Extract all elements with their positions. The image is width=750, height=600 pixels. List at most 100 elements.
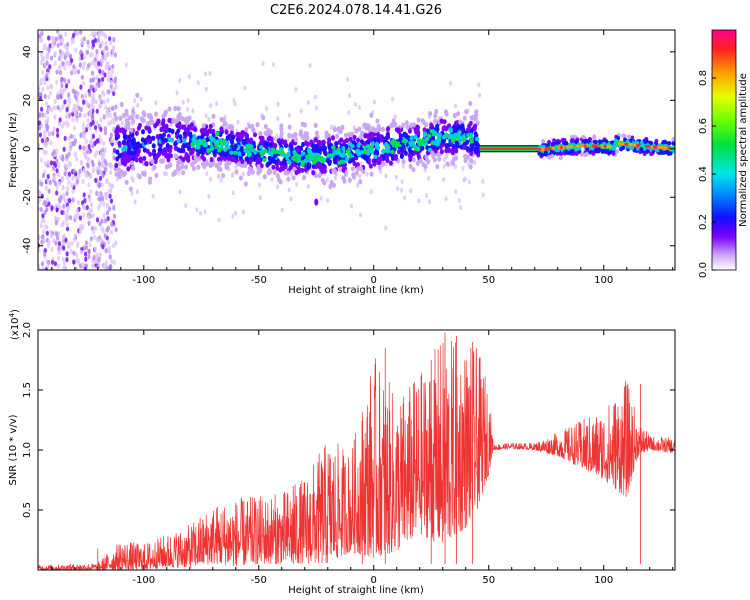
spectrogram-point: [106, 76, 111, 83]
spectrogram-point: [465, 139, 470, 145]
spectrogram-point: [114, 227, 118, 233]
spectrogram-point: [458, 119, 463, 125]
spectrogram-point: [217, 160, 222, 166]
spectrogram-point: [42, 229, 46, 235]
spectrogram-core-point: [410, 141, 416, 147]
spectrogram-point: [59, 88, 64, 94]
spectrogram-point: [90, 159, 95, 165]
spectrogram-point: [44, 267, 48, 270]
spectrogram-point: [96, 169, 100, 175]
spectrogram-point: [52, 165, 56, 171]
spectrogram-point: [349, 203, 353, 209]
snr-xlabel: Height of straight line (km): [288, 585, 424, 596]
spectrogram-point: [172, 170, 177, 177]
spectrogram-point: [67, 61, 71, 67]
colorbar-tick-label: 0.6: [698, 118, 709, 134]
spectrogram-point: [234, 154, 239, 160]
spectrogram-point: [55, 184, 59, 190]
spectrogram-point: [355, 166, 360, 172]
spectrogram-point: [70, 240, 74, 246]
spectrogram-point: [81, 262, 85, 268]
spectrogram-point: [108, 106, 112, 112]
spectrogram-point: [125, 158, 130, 164]
spectrogram-point: [293, 137, 298, 143]
spectrogram-point: [95, 138, 99, 144]
spectrogram-point: [60, 222, 64, 228]
spectrogram-point: [97, 82, 101, 88]
spectrogram-point: [95, 74, 99, 80]
spectrogram-point: [83, 113, 87, 119]
spectrogram-point: [68, 198, 72, 204]
spectrogram-core-point: [262, 157, 267, 163]
spectrogram-point: [585, 146, 590, 152]
spectrogram-point: [118, 115, 123, 121]
spectrogram-point: [468, 164, 473, 170]
spectrogram-point: [240, 151, 245, 157]
spectrogram-point: [181, 156, 186, 163]
spectrogram-point: [64, 83, 69, 89]
spectrogram-point: [75, 208, 79, 214]
spectrogram-point: [50, 205, 54, 211]
spectrogram-point: [108, 254, 112, 260]
spectrogram-point: [243, 85, 247, 91]
spectrogram-point: [592, 135, 597, 141]
spectrogram-core-point: [381, 149, 386, 154]
spectrogram-point: [52, 174, 56, 181]
spectrogram-point: [366, 139, 371, 146]
spectrogram-point: [139, 116, 144, 122]
spectrogram-point: [258, 130, 263, 137]
spectrogram-point: [385, 126, 390, 132]
spectrogram-point: [59, 194, 63, 200]
spectrogram-point: [463, 176, 467, 182]
spectrogram-point: [130, 114, 135, 120]
spectrogram-point: [286, 176, 291, 182]
spectrogram-point: [280, 207, 284, 213]
spectrogram-point: [210, 161, 215, 168]
spectrogram-point: [630, 135, 635, 140]
spectrogram-point: [454, 164, 458, 170]
spectrogram-point: [90, 70, 95, 76]
spectrogram-point: [147, 138, 152, 144]
spectrogram-point: [106, 51, 110, 57]
spectrogram-point: [621, 133, 626, 138]
spectrogram-point: [230, 173, 234, 178]
spectrogram-point: [593, 139, 598, 145]
spectrogram-point: [605, 147, 610, 153]
spectrogram-point: [221, 117, 226, 123]
spectrogram-point: [59, 245, 64, 251]
spectrogram-point: [287, 112, 291, 118]
spectrogram-core-point: [413, 146, 419, 152]
spectrogram-point: [415, 160, 420, 166]
spectrogram-peak-point: [566, 145, 570, 149]
spectrogram-point: [55, 127, 60, 133]
spectrogram-point: [426, 159, 431, 165]
spectrogram-point: [84, 93, 88, 99]
spectrogram-point: [612, 146, 617, 151]
spectrogram-point: [89, 107, 93, 113]
spectrogram-point: [390, 122, 395, 128]
spectrogram-point: [451, 143, 456, 150]
spectrogram-point: [363, 140, 368, 147]
spectrogram-point: [272, 169, 277, 176]
spectrogram-point: [187, 124, 192, 130]
spectrogram-point: [102, 99, 106, 105]
spectrogram-point: [543, 150, 548, 155]
spectrogram-point: [424, 155, 429, 161]
spectrogram-peak-point: [570, 144, 574, 149]
spectrogram-point: [211, 113, 216, 119]
spectrogram-point: [93, 246, 97, 252]
spectrogram-point: [87, 182, 91, 188]
spectrogram-point: [409, 188, 413, 194]
spectrogram-point: [58, 70, 63, 76]
spectrogram-point: [65, 190, 69, 197]
spectrogram-peak-point: [595, 144, 599, 148]
spectrogram-point: [239, 145, 244, 151]
spectrogram-point: [81, 204, 86, 210]
spectrogram-point: [265, 106, 269, 111]
spectrogram-point: [40, 193, 44, 199]
spectrogram-point: [350, 166, 355, 172]
spectrogram-point: [106, 225, 111, 231]
spectrogram-point: [39, 223, 43, 229]
spectrogram-point: [63, 99, 67, 105]
spectrogram-point: [72, 250, 76, 256]
